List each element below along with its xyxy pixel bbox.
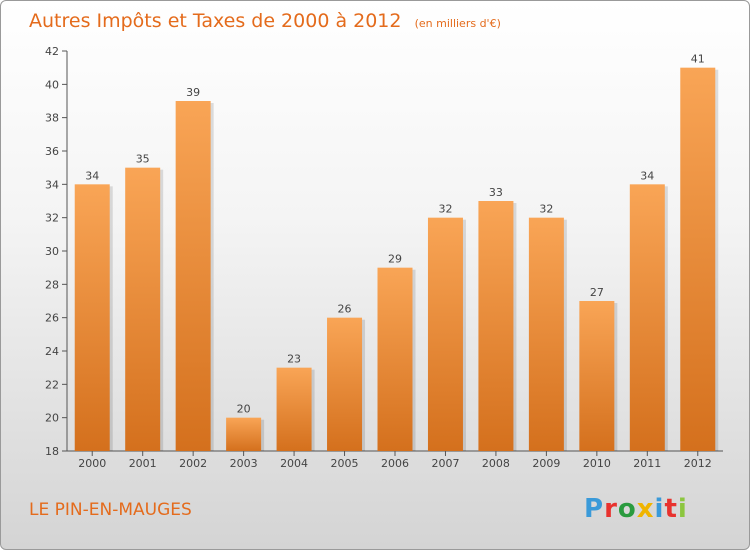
x-tick-label: 2002 <box>179 457 207 470</box>
x-tick-label: 2000 <box>78 457 106 470</box>
y-tick-label: 24 <box>45 345 59 358</box>
y-tick-label: 22 <box>45 378 59 391</box>
logo-letter: i <box>678 494 688 524</box>
y-tick-label: 18 <box>45 445 59 458</box>
bar-2002 <box>175 101 211 451</box>
logo-letter: t <box>664 494 677 524</box>
bar-value-label: 35 <box>136 153 150 166</box>
bar-value-label: 20 <box>237 403 251 416</box>
bar-value-label: 32 <box>539 203 553 216</box>
bar-2012 <box>680 67 716 452</box>
y-tick-label: 36 <box>45 145 59 158</box>
proxiti-logo: Proxiti <box>584 494 688 524</box>
y-tick-label: 28 <box>45 278 59 291</box>
bar-value-label: 34 <box>85 169 99 182</box>
bar-value-label: 32 <box>438 203 452 216</box>
bar-value-label: 27 <box>590 286 604 299</box>
bar-2008 <box>478 201 514 451</box>
x-tick-label: 2010 <box>583 457 611 470</box>
bar-2005 <box>327 317 363 451</box>
x-tick-label: 2004 <box>280 457 308 470</box>
chart-title: Autres Impôts et Taxes de 2000 à 2012 (e… <box>29 10 501 32</box>
logo-letter: r <box>604 494 618 524</box>
bar-series: 34 35 39 20 23 26 29 32 33 32 27 34 41 <box>74 53 719 452</box>
logo-letter: i <box>655 494 665 524</box>
bar-value-label: 34 <box>640 169 654 182</box>
commune-name: LE PIN-EN-MAUGES <box>29 500 192 520</box>
y-tick-label: 26 <box>45 312 59 325</box>
bar-value-label: 33 <box>489 186 503 199</box>
y-tick-label: 30 <box>45 245 59 258</box>
chart-title-unit: (en milliers d'€) <box>415 17 501 30</box>
chart-title-main: Autres Impôts et Taxes de 2000 à 2012 <box>29 10 402 32</box>
bar-2003 <box>226 417 262 451</box>
logo-letter: x <box>637 494 655 524</box>
bar-value-label: 39 <box>186 86 200 99</box>
x-tick-label: 2011 <box>633 457 661 470</box>
bar-2006 <box>377 267 413 451</box>
x-tick-label: 2003 <box>230 457 258 470</box>
bar-value-label: 41 <box>691 53 705 66</box>
y-tick-label: 38 <box>45 112 59 125</box>
y-axis: 18 20 22 24 26 28 30 32 34 36 38 40 42 <box>45 45 68 458</box>
bar-2010 <box>579 301 615 451</box>
x-tick-label: 2008 <box>482 457 510 470</box>
x-tick-label: 2012 <box>684 457 712 470</box>
y-tick-label: 42 <box>45 45 59 58</box>
bar-2011 <box>629 184 665 452</box>
x-axis: 2000 2001 2002 2003 2004 2005 2006 2007 2008 2009… <box>67 450 723 470</box>
bar-value-label: 26 <box>338 303 352 316</box>
x-tick-label: 2005 <box>331 457 359 470</box>
x-tick-label: 2001 <box>129 457 157 470</box>
bar-2001 <box>125 167 161 451</box>
logo-letter: o <box>618 494 637 524</box>
bar-value-label: 29 <box>388 253 402 266</box>
bar-2000 <box>74 184 110 452</box>
x-tick-label: 2007 <box>431 457 459 470</box>
logo-letter: P <box>584 494 604 524</box>
y-tick-label: 34 <box>45 178 59 191</box>
bar-2009 <box>528 217 564 451</box>
x-tick-label: 2006 <box>381 457 409 470</box>
y-tick-label: 20 <box>45 412 59 425</box>
y-tick-label: 40 <box>45 78 59 91</box>
y-tick-label: 32 <box>45 212 59 225</box>
bar-2007 <box>427 217 463 451</box>
x-tick-label: 2009 <box>532 457 560 470</box>
bar-value-label: 23 <box>287 353 301 366</box>
bar-2004 <box>276 367 312 451</box>
